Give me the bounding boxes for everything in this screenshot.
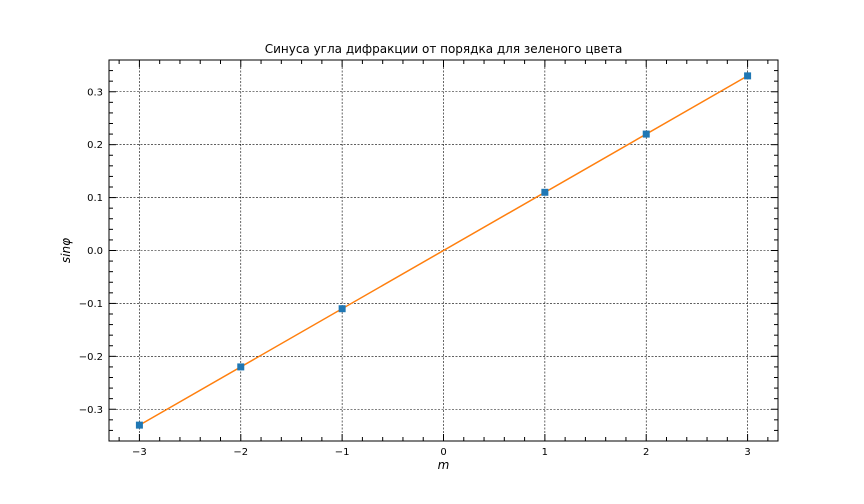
y-axis-label: sinφ — [59, 238, 73, 263]
grid — [109, 60, 778, 441]
data-point — [642, 130, 650, 138]
data-point — [135, 421, 143, 429]
data-point — [338, 305, 346, 313]
x-tick-label: −1 — [335, 447, 350, 458]
x-tick-label: −2 — [233, 447, 248, 458]
ticks: −3 −2 −1 0 1 2 3 −0.3 −0.2 −0.1 0.0 0.1 0.2 0.3 — [79, 59, 778, 458]
series-layer — [135, 72, 752, 429]
y-tick-label: −0.1 — [79, 299, 103, 310]
x-axis-label: m — [438, 458, 450, 472]
data-point — [237, 363, 245, 371]
chart-title: Синуса угла дифракции от порядка для зел… — [265, 42, 623, 56]
y-tick-label: −0.3 — [79, 405, 103, 416]
y-tick-label: −0.2 — [79, 352, 103, 363]
x-tick-label: 3 — [744, 447, 750, 458]
y-tick-label: 0.1 — [87, 193, 103, 204]
y-tick-label: 0.3 — [87, 87, 103, 98]
x-tick-label: −3 — [132, 447, 147, 458]
data-point — [744, 72, 752, 80]
data-point — [541, 188, 549, 196]
y-tick-label: 0.0 — [87, 246, 103, 257]
x-tick-label: 2 — [643, 447, 649, 458]
x-tick-label: 1 — [542, 447, 548, 458]
y-tick-label: 0.2 — [87, 140, 103, 151]
x-tick-label: 0 — [440, 447, 446, 458]
